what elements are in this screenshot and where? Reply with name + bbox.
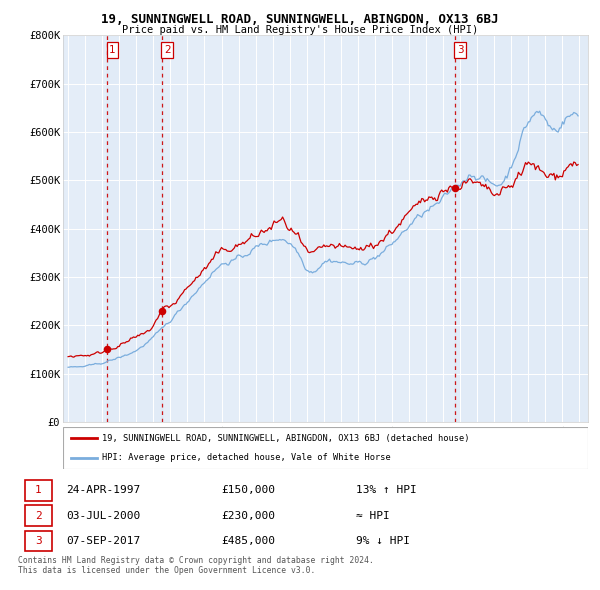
Text: 03-JUL-2000: 03-JUL-2000 [66, 510, 140, 520]
Text: HPI: Average price, detached house, Vale of White Horse: HPI: Average price, detached house, Vale… [103, 453, 391, 462]
Text: 24-APR-1997: 24-APR-1997 [66, 486, 140, 495]
Bar [162, 35, 455, 422]
Bar [107, 35, 162, 422]
FancyBboxPatch shape [63, 427, 588, 469]
Text: 2: 2 [164, 45, 170, 55]
Text: 1: 1 [35, 486, 41, 495]
FancyBboxPatch shape [25, 480, 52, 501]
Point [157, 306, 167, 316]
Bar [63, 35, 107, 422]
Text: ≈ HPI: ≈ HPI [356, 510, 390, 520]
Text: 3: 3 [35, 536, 41, 546]
Bar [455, 35, 588, 422]
Text: £485,000: £485,000 [221, 536, 275, 546]
Text: 13% ↑ HPI: 13% ↑ HPI [356, 486, 417, 495]
Text: 1: 1 [109, 45, 116, 55]
Text: £230,000: £230,000 [221, 510, 275, 520]
Text: 07-SEP-2017: 07-SEP-2017 [66, 536, 140, 546]
Text: £150,000: £150,000 [221, 486, 275, 495]
Point [450, 183, 460, 192]
Text: Contains HM Land Registry data © Crown copyright and database right 2024.
This d: Contains HM Land Registry data © Crown c… [18, 556, 374, 575]
Text: 2: 2 [35, 510, 41, 520]
Text: 19, SUNNINGWELL ROAD, SUNNINGWELL, ABINGDON, OX13 6BJ: 19, SUNNINGWELL ROAD, SUNNINGWELL, ABING… [101, 13, 499, 26]
Text: 9% ↓ HPI: 9% ↓ HPI [356, 536, 410, 546]
Point [103, 345, 112, 354]
Text: 3: 3 [457, 45, 463, 55]
Text: Price paid vs. HM Land Registry's House Price Index (HPI): Price paid vs. HM Land Registry's House … [122, 25, 478, 35]
FancyBboxPatch shape [25, 505, 52, 526]
FancyBboxPatch shape [25, 530, 52, 551]
Text: 19, SUNNINGWELL ROAD, SUNNINGWELL, ABINGDON, OX13 6BJ (detached house): 19, SUNNINGWELL ROAD, SUNNINGWELL, ABING… [103, 434, 470, 442]
